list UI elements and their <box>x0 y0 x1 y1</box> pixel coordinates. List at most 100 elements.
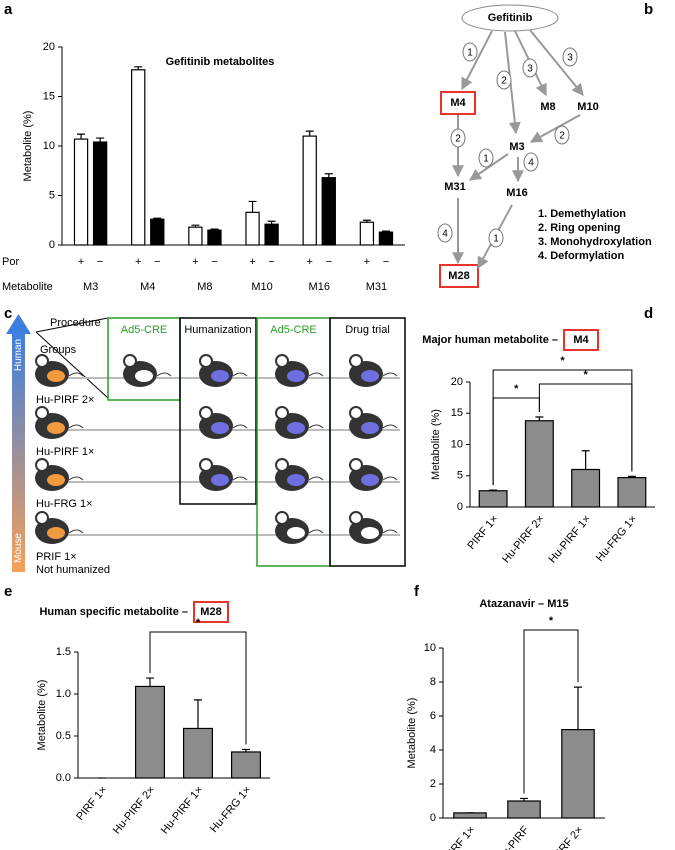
mouse-tail <box>308 424 324 429</box>
error-bar <box>134 66 143 70</box>
edge-label: 2 <box>455 134 461 145</box>
bar <box>359 221 375 246</box>
y-tick-label: 1.0 <box>56 688 71 700</box>
edge-label: 2 <box>559 131 565 142</box>
mouse-tail <box>382 372 398 377</box>
mouse-belly <box>211 422 229 434</box>
mouse-ear <box>349 354 363 368</box>
x-tick-label: Hu-PIRF 2× <box>111 784 158 836</box>
pathway-arrow <box>461 30 493 91</box>
divider <box>35 317 109 333</box>
bar <box>571 468 601 508</box>
edge-label-circle <box>522 58 538 78</box>
edge-label-circle <box>462 42 478 62</box>
gradient-arrow-head <box>6 314 31 334</box>
significance-bracket <box>149 631 247 745</box>
y-axis-label: Metabolite (%) <box>22 111 34 182</box>
pathway-arrow <box>529 114 581 143</box>
error-bar <box>489 489 498 491</box>
mouse-tail <box>68 529 84 534</box>
bar <box>524 420 554 508</box>
series-name: − <box>97 256 103 268</box>
chart-title: Major human metabolite – <box>422 334 558 346</box>
significance-bracket <box>523 629 579 794</box>
chart-title: Gefitinib metabolites <box>166 56 275 68</box>
mouse-belly <box>47 422 65 434</box>
y-tick-label: 6 <box>430 710 436 722</box>
x-tick-label: Hu-PIRF <box>495 824 532 850</box>
mouse-belly <box>287 422 305 434</box>
mouse-belly <box>135 370 153 382</box>
chart-title: Human specific metabolite – <box>39 606 188 618</box>
y-tick-label: 5 <box>49 189 55 201</box>
y-tick-label: 15 <box>43 90 55 102</box>
mouse-ear <box>275 406 289 420</box>
edge-label-circle <box>562 47 578 67</box>
y-tick-label: 20 <box>451 376 463 388</box>
mouse-tail <box>156 372 172 377</box>
mouse-belly <box>361 474 379 486</box>
mouse-ear <box>199 406 213 420</box>
title-box-label: M4 <box>573 334 589 346</box>
edge-label: 1 <box>483 154 489 165</box>
error-bar <box>77 133 86 140</box>
node-label: M4 <box>450 97 466 109</box>
legend-item: 1. Demethylation <box>538 208 626 220</box>
bar <box>561 728 595 819</box>
x-tick-label: M16 <box>309 281 330 293</box>
mouse-belly <box>361 370 379 382</box>
y-tick-label: 8 <box>430 676 436 688</box>
gradient-arrow <box>12 332 25 572</box>
mouse-ear <box>35 406 49 420</box>
error-bar <box>210 228 219 231</box>
edge-label: 2 <box>501 76 507 87</box>
mouse-belly <box>361 527 379 539</box>
panel-label: f <box>414 583 420 600</box>
error-bar <box>381 230 390 233</box>
error-bar <box>305 130 314 137</box>
mouse-ear <box>275 458 289 472</box>
series-name: + <box>249 256 255 268</box>
x-tick-label: PIRF 1× <box>442 824 477 850</box>
y-tick-label: 10 <box>424 642 436 654</box>
y-tick-label: 10 <box>43 140 55 152</box>
x-tick-label: Hu-FRG 1× <box>208 784 254 835</box>
node-label: M28 <box>448 270 469 282</box>
x-tick-label: Hu-PIRF 2× <box>539 824 586 850</box>
mouse-ear <box>349 458 363 472</box>
mouse-belly <box>47 370 65 382</box>
bar <box>73 138 89 246</box>
legend-item: 4. Deformylation <box>538 250 624 262</box>
stage-label: Ad5-CRE <box>121 324 167 336</box>
significance-label: * <box>196 617 201 629</box>
mouse-ear <box>349 406 363 420</box>
edge-label-circle <box>523 152 539 172</box>
mouse-tail <box>382 424 398 429</box>
y-tick-label: 0.0 <box>56 772 71 784</box>
node-label: M10 <box>577 101 598 113</box>
mouse-belly <box>361 422 379 434</box>
bar <box>135 685 166 779</box>
mouse-belly <box>47 474 65 486</box>
bar <box>302 135 317 246</box>
y-tick-label: 0 <box>457 501 463 513</box>
mouse-belly <box>47 527 65 539</box>
significance-label: * <box>549 615 554 627</box>
bar <box>321 177 336 246</box>
mouse-tail <box>68 372 84 377</box>
node-label: M31 <box>444 181 465 193</box>
bar <box>507 800 541 819</box>
bar <box>617 477 647 508</box>
edge-label: 4 <box>528 158 534 169</box>
mouse-tail <box>382 529 398 534</box>
y-tick-label: 15 <box>451 407 463 419</box>
edge-label: 3 <box>567 53 573 64</box>
mouse-ear <box>35 354 49 368</box>
node-label: M8 <box>540 101 555 113</box>
procedure-diagram: Human Mouse Procedure Groups Ad5-CRE Humaniza… <box>6 314 406 576</box>
legend-item: 3. Monohydroxylation <box>538 236 652 248</box>
mouse-belly <box>211 474 229 486</box>
series-name: − <box>268 256 274 268</box>
bar <box>188 226 203 246</box>
error-bar <box>627 475 636 478</box>
